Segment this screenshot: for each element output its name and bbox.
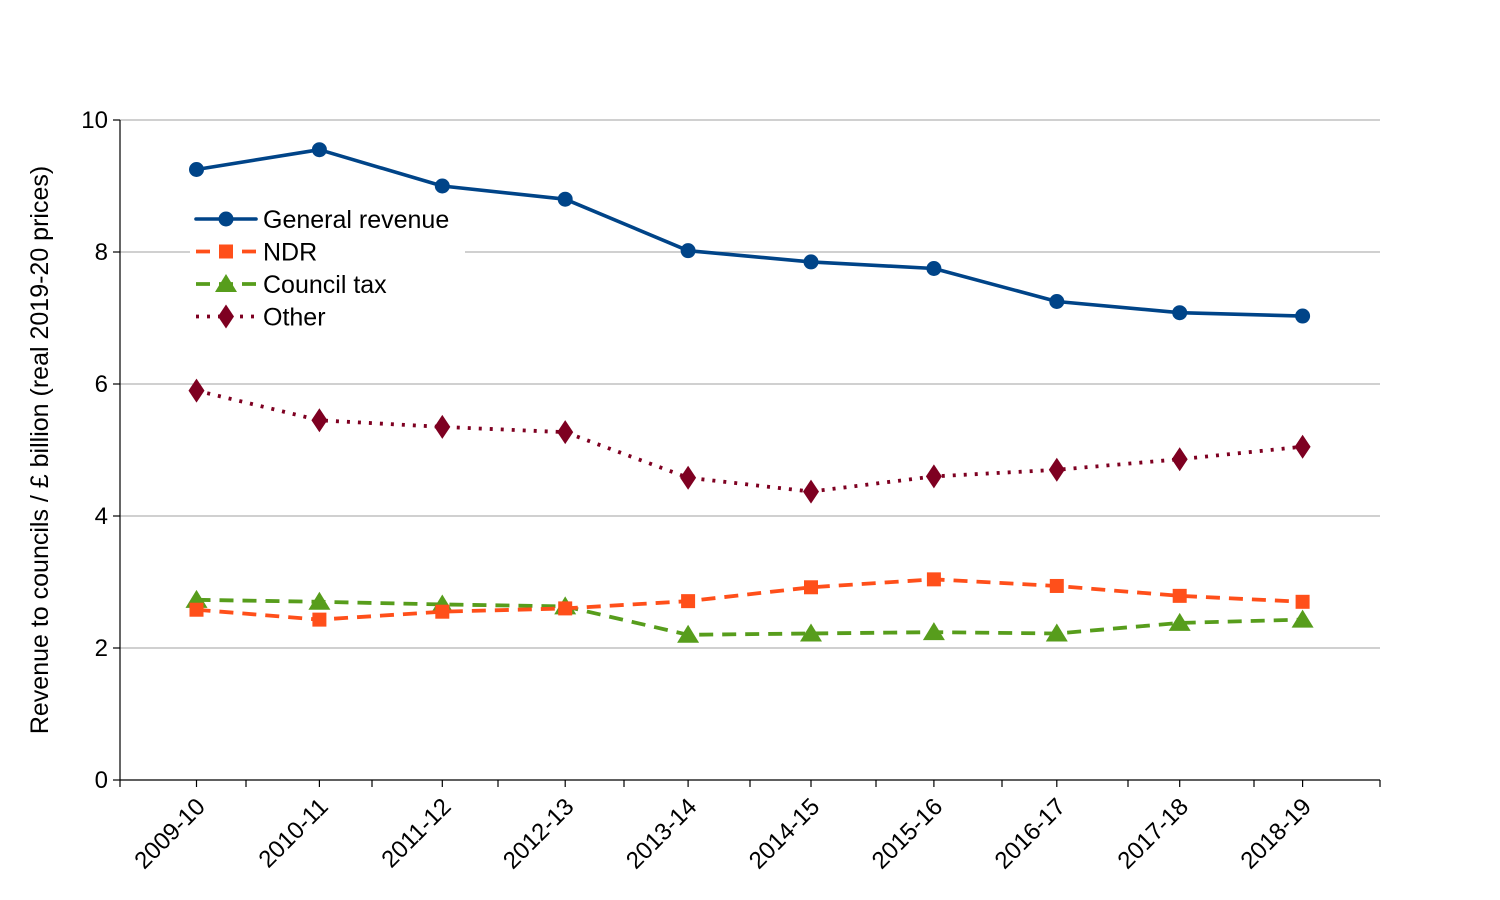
data-point [1294,434,1311,459]
data-point [189,162,204,177]
x-tick-label: 2013-14 [621,793,702,874]
data-point [1172,305,1188,321]
x-tick-label: 2009-10 [129,793,210,874]
series-general-revenue [189,142,1311,324]
legend-label: NDR [263,239,317,267]
data-point [1049,294,1065,309]
legend: General revenue NDR Council tax Other [190,200,465,335]
data-point [1048,457,1065,482]
y-tick-label: 2 [95,635,108,662]
data-point [803,479,819,504]
data-point [1045,623,1068,642]
data-point [558,601,573,616]
y-tick-label: 6 [95,371,108,398]
y-tick-label: 10 [81,107,108,134]
x-tick-label: 2016-17 [990,793,1071,874]
data-point [1171,447,1188,472]
data-point [1295,594,1310,609]
legend-item: Other [196,304,326,332]
data-point [680,243,696,259]
series-other [188,378,1311,504]
data-point [677,624,700,643]
data-point [434,178,450,194]
y-tick-label: 8 [95,239,108,266]
legend-label: Council tax [263,271,387,299]
legend-item: General revenue [194,206,449,234]
data-point [312,612,327,627]
data-point [189,602,204,617]
y-axis-title: Revenue to councils / £ billion (real 20… [26,166,54,734]
data-point [926,261,942,276]
x-tick-label: 2011-12 [376,793,456,873]
legend-item: NDR [196,239,317,267]
gridlines [120,119,1380,649]
data-point [804,580,818,595]
data-point [681,594,696,609]
data-point [1049,578,1064,593]
legend-label: General revenue [263,206,449,234]
legend-item: Council tax [196,271,387,299]
data-point [188,378,205,403]
x-tick-label: 2012-13 [498,793,579,874]
series-line [196,577,1303,622]
y-tick-label: 0 [95,767,108,794]
data-series [185,142,1314,643]
series-council-tax [185,589,1314,643]
data-point [1295,308,1311,324]
x-tick-label: 2014-15 [744,793,825,874]
series-ndr [189,572,1310,627]
x-tick-label: 2010-11 [254,793,334,873]
series-line [194,147,1305,318]
x-axis-ticks: 2009-10 2010-11 2011-12 2012-13 2013-14 2014-… [119,780,1381,875]
legend-marker [218,211,234,227]
x-tick-label: 2015-16 [867,793,948,874]
data-point [1168,612,1191,631]
data-point [434,414,451,439]
legend-marker [218,304,234,329]
data-point [803,254,819,270]
y-axis-ticks: 0 2 4 6 8 10 [81,107,120,794]
x-tick-label: 2017-18 [1113,793,1194,874]
x-tick-label: 2018-19 [1235,793,1316,874]
data-point [557,420,574,445]
y-tick-label: 4 [95,503,108,530]
data-point [435,604,450,619]
legend-label: Other [263,304,326,332]
data-point [926,572,941,587]
data-point [1291,609,1314,628]
legend-marker [215,274,237,292]
data-point [311,142,327,158]
data-point [922,622,945,641]
data-point [800,623,822,642]
data-point [557,191,573,207]
data-point [311,408,328,433]
legend-background [190,200,465,335]
legend-marker [219,244,233,259]
series-line [196,388,1303,494]
data-point [925,464,942,489]
data-point [1172,588,1187,603]
data-point [680,465,697,490]
series-line [196,597,1303,637]
data-point [308,591,331,610]
